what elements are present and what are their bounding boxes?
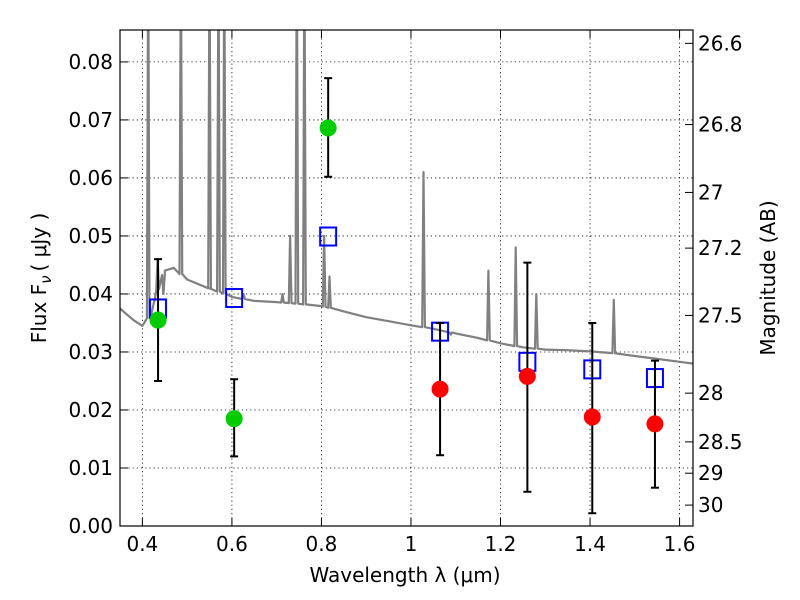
y-tick-label: 0.02 xyxy=(68,398,113,422)
y-tick-label: 0.07 xyxy=(68,108,113,132)
x-tick-label: 0.8 xyxy=(306,532,338,556)
y2-tick-label: 28 xyxy=(698,381,723,405)
y2-tick-label: 26.6 xyxy=(698,31,743,55)
model-spectrum-line xyxy=(120,30,693,365)
y-tick-label: 0.08 xyxy=(68,50,113,74)
y2-tick-label: 27.5 xyxy=(698,303,743,327)
nir-data-point xyxy=(518,367,536,385)
y-tick-label: 0.03 xyxy=(68,340,113,364)
optical-data-point xyxy=(319,119,337,137)
grid-lines xyxy=(120,30,693,526)
x-tick-label: 1.4 xyxy=(574,532,606,556)
y2-tick-label: 30 xyxy=(698,493,723,517)
y-axis-label-group: Flux Fν( μJy ) xyxy=(27,213,55,344)
data-marks xyxy=(149,77,664,515)
y-tick-label: 0.01 xyxy=(68,456,113,480)
model-photometry-square xyxy=(319,226,338,247)
x-tick-label: 0.4 xyxy=(126,532,158,556)
axis-ticks xyxy=(120,30,693,527)
y-tick-label: 0.05 xyxy=(68,224,113,248)
x-tick-label: 0.6 xyxy=(216,532,248,556)
y2-tick-label: 29 xyxy=(698,461,723,485)
y-axis-label: Flux Fν( μJy ) xyxy=(27,213,55,344)
y2-tick-label: 26.8 xyxy=(698,113,743,137)
x-tick-label: 1.2 xyxy=(485,532,517,556)
optical-data-point xyxy=(149,311,167,329)
optical-data-point xyxy=(225,410,243,428)
x-tick-label: 1 xyxy=(405,532,418,556)
y-tick-label: 0.06 xyxy=(68,166,113,190)
y-tick-label: 0.04 xyxy=(68,282,113,306)
y2-tick-label: 28.5 xyxy=(698,430,743,454)
nir-data-point xyxy=(431,380,449,398)
y2-axis-label: Magnitude (AB) xyxy=(756,200,780,355)
tick-labels: 0.4 0.6 0.8 1 1.2 1.4 1.6 0.00 0.01 0.02 0.03 0.04 0… xyxy=(68,31,742,556)
x-axis-label: Wavelength λ (μm) xyxy=(309,563,500,587)
plot-area-background xyxy=(120,30,693,526)
plot-layer xyxy=(120,30,693,365)
model-photometry-square xyxy=(225,288,244,309)
x-tick-label: 1.6 xyxy=(664,532,696,556)
y2-tick-label: 27.2 xyxy=(698,236,743,260)
nir-data-point xyxy=(646,415,664,433)
nir-data-point xyxy=(583,408,601,426)
y2-tick-label: 27 xyxy=(698,180,723,204)
y-tick-label: 0.00 xyxy=(68,514,113,538)
plot-frame xyxy=(119,29,694,527)
